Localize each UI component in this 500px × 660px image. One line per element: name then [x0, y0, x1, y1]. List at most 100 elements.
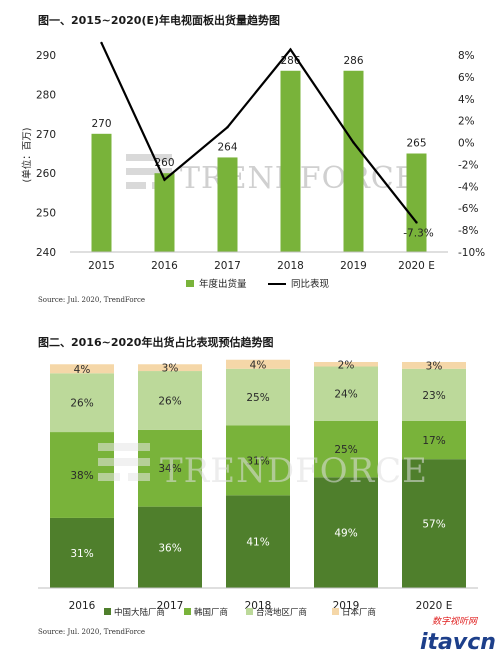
y2-tick-label: 0% [458, 138, 475, 150]
stack-segment [226, 425, 290, 496]
y2-tick-label: -6% [458, 203, 478, 215]
bar-data-label: 265 [406, 138, 426, 150]
stack-segment [314, 366, 378, 421]
segment-data-label: 26% [70, 398, 93, 410]
bar-data-label: 286 [343, 55, 363, 67]
segment-data-label: 4% [74, 364, 91, 376]
y-tick-label: 250 [36, 208, 56, 220]
legend-swatch [332, 608, 339, 615]
chart1-svg: TRENDFORCE240250260270280290-10%-8%-6%-4… [21, 41, 485, 290]
y-tick-label: 260 [36, 168, 56, 180]
legend-swatch [184, 608, 191, 615]
yoy-point [289, 48, 292, 51]
site-mark-cn: 数字视听网 [432, 617, 478, 627]
stack-segment [402, 459, 466, 588]
y-tick-label: 240 [36, 247, 56, 259]
y2-tick-label: 6% [458, 72, 475, 84]
stack-segment [402, 362, 466, 369]
watermark-logo-bar [126, 168, 172, 175]
stack-segment [226, 368, 290, 426]
stack-segment [226, 359, 290, 369]
yoy-point [100, 41, 103, 45]
yoy-point [415, 221, 418, 224]
y2-tick-label: 2% [458, 116, 475, 128]
segment-data-label: 25% [246, 392, 269, 404]
y2-tick-label: -2% [458, 159, 478, 171]
segment-data-label: 49% [334, 528, 357, 540]
stack-segment [138, 364, 202, 372]
legend-label: 年度出货量 [199, 278, 247, 290]
x-tick-label: 2017 [157, 600, 184, 612]
legend-swatch-bar [186, 280, 194, 287]
segment-data-label: 57% [422, 519, 445, 531]
x-tick-label: 2018 [277, 260, 304, 272]
x-tick-label: 2020 E [416, 600, 453, 612]
x-tick-label: 2019 [340, 260, 367, 272]
y2-tick-label: -4% [458, 181, 478, 193]
x-tick-label: 2016 [69, 600, 96, 612]
watermark-logo-bar [126, 182, 146, 189]
yoy-point [352, 141, 355, 144]
chart2-source: Source: Jul. 2020, TrendForce [38, 628, 146, 636]
segment-data-label: 2% [338, 359, 355, 371]
bar-data-label: 264 [217, 141, 237, 153]
watermark-logo-bar [126, 154, 172, 161]
legend-label: 中国大陆厂商 [114, 607, 165, 618]
stack-segment [314, 477, 378, 588]
x-tick-label: 2017 [214, 260, 241, 272]
watermark-logo-bar [98, 443, 150, 451]
chart2-watermark: TRENDFORCE [98, 443, 428, 491]
yoy-point [226, 126, 229, 129]
legend-label: 日本厂商 [342, 607, 376, 618]
segment-data-label: 41% [246, 537, 269, 549]
x-tick-label: 2019 [333, 600, 360, 612]
stack-segment [50, 517, 114, 588]
watermark-logo-bar [98, 473, 120, 481]
segment-data-label: 3% [162, 363, 179, 375]
segment-data-label: 17% [422, 435, 445, 447]
y2-tick-label: 4% [458, 94, 475, 106]
stack-segment [226, 495, 290, 588]
chart1-title: 图一、2015~2020(E)年电视面板出货量趋势图 [38, 14, 281, 27]
stack-segment [138, 429, 202, 507]
chart2-title: 图二、2016~2020年出货占比表现预估趋势图 [38, 336, 274, 349]
segment-data-label: 26% [158, 395, 181, 407]
segment-data-label: 34% [158, 463, 181, 475]
x-tick-label: 2016 [151, 260, 178, 272]
stack-segment [50, 364, 114, 374]
y-axis-label: (单位：百万) [21, 128, 33, 183]
bar [406, 153, 427, 252]
x-tick-label: 2020 E [398, 260, 435, 272]
segment-data-label: 25% [334, 444, 357, 456]
y-tick-label: 290 [36, 50, 56, 62]
stack-segment [314, 362, 378, 367]
watermark-logo-bar [98, 458, 150, 466]
stack-segment [138, 506, 202, 588]
stack-segment [50, 373, 114, 433]
watermark-text: TRENDFORCE [160, 451, 428, 491]
yoy-point [163, 178, 166, 181]
stack-segment [138, 371, 202, 430]
segment-data-label: 31% [246, 455, 269, 467]
legend-swatch [104, 608, 111, 615]
chart1-source: Source: Jul. 2020, TrendForce [38, 296, 146, 304]
yoy-line [100, 42, 418, 224]
y2-tick-label: 8% [458, 50, 475, 62]
line-data-label: -7.3% [403, 227, 433, 239]
bar-data-label: 286 [280, 55, 300, 67]
stack-segment [402, 420, 466, 460]
site-mark-en: itavcn [420, 630, 496, 655]
watermark-logo-bar [128, 473, 150, 481]
segment-data-label: 23% [422, 390, 445, 402]
legend-label: 台湾地区厂商 [256, 607, 307, 618]
bar [280, 70, 301, 252]
stack-segment [314, 420, 378, 478]
bar [154, 173, 175, 252]
legend-swatch [246, 608, 253, 615]
bar [217, 157, 238, 252]
segment-data-label: 4% [250, 359, 267, 371]
y-tick-label: 270 [36, 129, 56, 141]
segment-data-label: 38% [70, 470, 93, 482]
x-tick-label: 2015 [88, 260, 115, 272]
